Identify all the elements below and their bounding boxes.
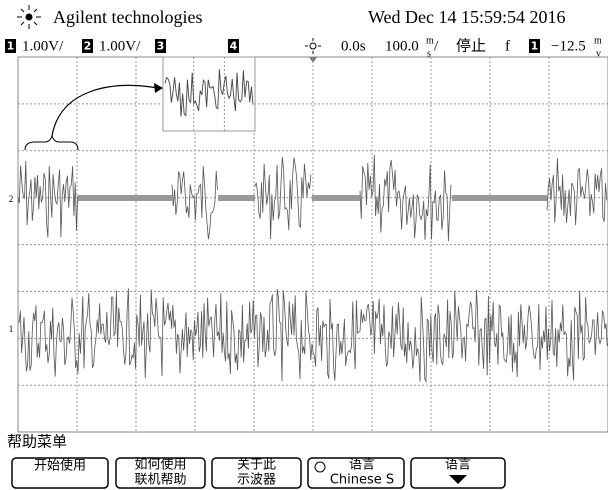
channel-number: 2 [84, 40, 92, 53]
channel-number: 4 [230, 40, 238, 53]
channel-marker: 2 [9, 194, 14, 204]
trigger-mode: f [505, 38, 510, 54]
softkey[interactable]: 开始使用 [12, 458, 108, 489]
softkeys: 开始使用如何使用联机帮助关于此示波器语言Chinese S语言 [12, 457, 505, 489]
unit-top: m [594, 35, 602, 46]
softkey-label[interactable]: 示波器 [237, 473, 276, 488]
softkey-label[interactable]: 语言 [349, 458, 375, 473]
display-area [18, 57, 608, 432]
softkey-label[interactable]: 如何使用 [134, 457, 186, 473]
channel-number: 3 [157, 40, 165, 53]
softkey-label[interactable]: 关于此 [237, 458, 276, 473]
unit-top: m [426, 35, 434, 46]
menu-title: 帮助菜单 [7, 433, 67, 451]
softkey-label[interactable]: 开始使用 [34, 458, 86, 474]
trigger-source: 1 [531, 40, 539, 53]
unit-slash: / [434, 38, 439, 54]
brand: Agilent technologies [53, 7, 202, 27]
softkey-label[interactable]: 语言 [445, 458, 471, 473]
softkey-label[interactable]: Chinese S [330, 473, 394, 488]
trace-flat [312, 195, 360, 201]
datetime: Wed Dec 14 15:59:54 2016 [368, 7, 566, 27]
channel-marker: 1 [9, 324, 14, 334]
delay-icon [305, 38, 321, 54]
trace-flat [218, 195, 255, 201]
run-state: 停止 [456, 37, 486, 54]
trace-flat [452, 195, 547, 201]
channel-number: 1 [7, 40, 15, 53]
logo [17, 5, 41, 29]
trace-flat [78, 195, 172, 201]
channel-scale: 1.00V/ [22, 38, 64, 54]
softkey-label[interactable]: 联机帮助 [134, 473, 186, 488]
channel-scale: 1.00V/ [99, 38, 141, 54]
delay: 0.0s [341, 38, 366, 54]
timebase: 100.0 [385, 38, 419, 54]
trigger-level: −12.5 [551, 38, 586, 54]
oscilloscope-screen: Agilent technologies Wed Dec 14 15:59:54… [0, 0, 608, 490]
softkey[interactable]: 语言 [411, 458, 505, 489]
